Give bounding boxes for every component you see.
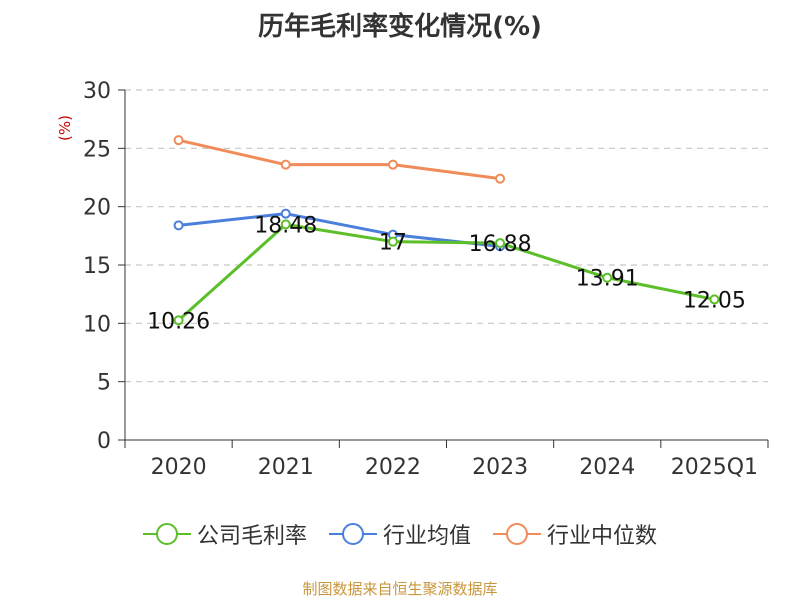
data-label: 18.48 (254, 213, 317, 238)
y-tick-label: 25 (83, 137, 111, 162)
legend-label-industry-avg: 行业均值 (382, 524, 471, 549)
data-point-0 (602, 272, 613, 283)
x-tick-label: 2020 (151, 455, 207, 480)
data-point-2 (173, 135, 184, 146)
x-tick-label: 2024 (579, 455, 635, 480)
y-tick-label: 30 (83, 79, 111, 104)
y-tick-label: 5 (97, 371, 111, 396)
data-point-1 (280, 208, 291, 219)
data-point-1 (173, 220, 184, 231)
y-axis-label: (%) (56, 115, 74, 141)
data-point-0 (173, 315, 184, 326)
series-line-2 (178, 138, 501, 181)
data-label: 12.05 (683, 288, 746, 313)
data-source-note: 制图数据来自恒生聚源数据库 (302, 580, 498, 598)
y-tick-label: 15 (83, 254, 111, 279)
data-point-0 (709, 294, 720, 305)
x-tick-label: 2023 (472, 455, 528, 480)
legend-marker-industry-avg (328, 522, 377, 546)
data-point-2 (387, 159, 398, 170)
series-line-0 (177, 222, 715, 322)
line-chart: 0 5 10 15 20 25 30 (%) 2020 2021 2022 2023 2024 2025Q… (56, 79, 769, 480)
legend-marker-company (142, 522, 191, 546)
data-point-2 (495, 173, 506, 184)
y-tick-label: 20 (83, 196, 111, 221)
data-point-0 (495, 238, 506, 249)
legend-item-industry-avg[interactable]: 行业均值 (328, 518, 471, 550)
legend-item-industry-median[interactable]: 行业中位数 (493, 518, 657, 550)
data-point-0 (280, 219, 291, 230)
y-tick-label: 0 (97, 429, 111, 454)
x-tick-label: 2025Q1 (671, 455, 758, 480)
legend-label-company: 公司毛利率 (196, 524, 307, 549)
legend: 公司毛利率 行业均值 行业中位数 (0, 518, 800, 550)
data-label: 10.26 (147, 309, 210, 334)
chart-title: 历年毛利率变化情况(%) (258, 12, 542, 42)
data-label: 17 (379, 231, 407, 256)
series-line-1 (178, 212, 501, 248)
legend-item-company[interactable]: 公司毛利率 (142, 518, 307, 550)
data-label: 13.91 (576, 267, 639, 292)
legend-label-industry-median: 行业中位数 (547, 524, 658, 549)
data-point-2 (280, 159, 291, 170)
data-label: 16.88 (469, 232, 532, 257)
data-point-0 (387, 236, 398, 247)
y-tick-label: 10 (83, 312, 111, 337)
x-tick-label: 2021 (258, 455, 314, 480)
x-tick-label: 2022 (365, 455, 421, 480)
legend-marker-industry-median (493, 522, 541, 546)
